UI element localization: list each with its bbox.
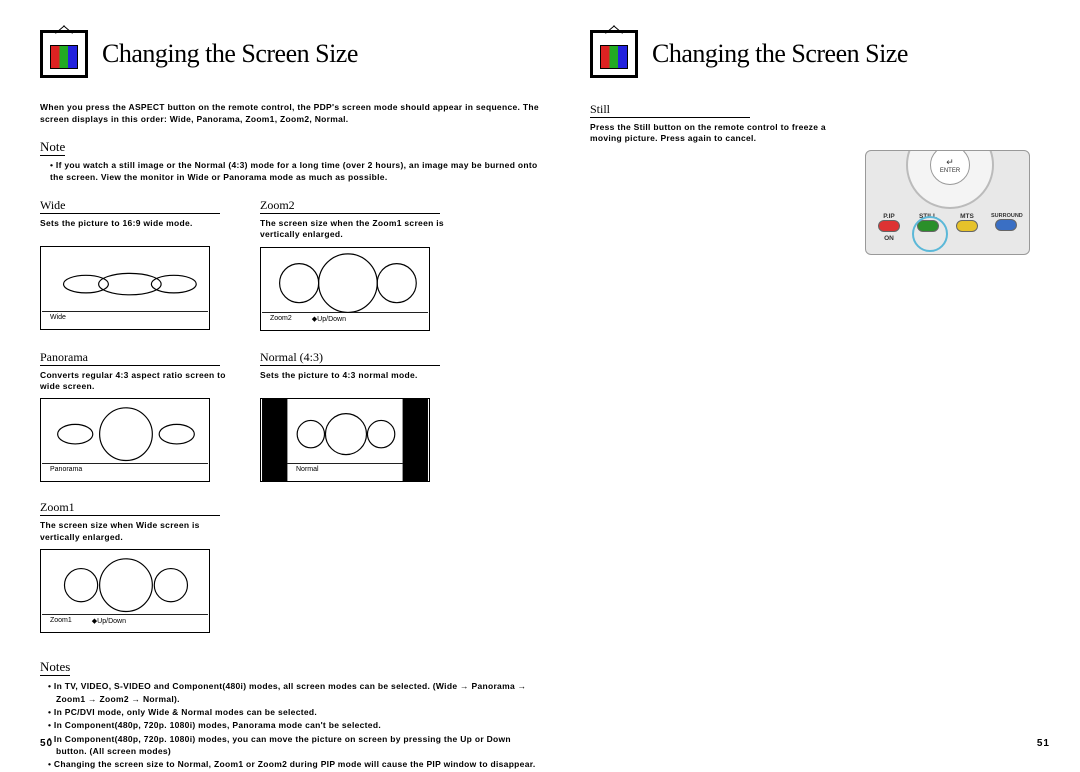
mode-caption: Zoom1 <box>50 617 72 625</box>
page-header: Changing the Screen Size <box>40 30 540 78</box>
page-title-right: Changing the Screen Size <box>652 39 908 69</box>
remote-mts-button: MTS <box>952 213 982 242</box>
still-section: Still Press the Still button on the remo… <box>590 102 1020 145</box>
mode-desc: Sets the picture to 4:3 normal mode. <box>260 370 460 392</box>
remote-illustration: ↵ ENTER P.IP ON STILL MTS <box>865 150 1030 255</box>
mode-title: Zoom2 <box>260 198 440 214</box>
mode-desc: Converts regular 4:3 aspect ratio screen… <box>40 370 240 393</box>
still-desc: Press the Still button on the remote con… <box>590 122 850 145</box>
page-number-left: 50 <box>40 738 53 749</box>
page-title: Changing the Screen Size <box>102 39 358 69</box>
note-item: • In Component(480p, 720p. 1080i) modes,… <box>48 733 540 758</box>
mode-title: Zoom1 <box>40 500 220 516</box>
mode-caption-extra: ◆Up/Down <box>312 315 346 323</box>
notes-section: Notes • In TV, VIDEO, S-VIDEO and Compon… <box>40 658 540 770</box>
mode-caption-extra: ◆Up/Down <box>92 617 126 625</box>
mode-caption: Wide <box>50 314 66 321</box>
mode-desc: The screen size when Wide screen is vert… <box>40 520 240 543</box>
note-item: • In Component(480p, 720p. 1080i) modes,… <box>48 719 540 731</box>
page-header-right: Changing the Screen Size <box>590 30 1020 78</box>
note-body: • If you watch a still image or the Norm… <box>40 160 540 184</box>
mode-panorama: Panorama Converts regular 4:3 aspect rat… <box>40 350 240 495</box>
tv-icon <box>590 30 638 78</box>
mode-title: Wide <box>40 198 220 214</box>
mode-title: Panorama <box>40 350 220 366</box>
mode-normal: Normal (4:3) Sets the picture to 4:3 nor… <box>260 350 460 495</box>
still-title: Still <box>590 102 750 118</box>
mode-zoom1: Zoom1 The screen size when Wide screen i… <box>40 500 240 646</box>
mode-caption: Panorama <box>50 466 82 473</box>
dpad-icon: ↵ ENTER <box>906 150 994 209</box>
remote-pip-button: P.IP ON <box>874 213 904 242</box>
still-highlight-ring <box>912 216 948 252</box>
remote-surround-button: SURROUND <box>991 213 1021 242</box>
mode-caption: Zoom2 <box>270 315 292 323</box>
enter-button: ↵ ENTER <box>930 150 970 185</box>
notes-heading: Notes <box>40 659 70 676</box>
note-heading: Note <box>40 139 65 156</box>
mode-wide: Wide Sets the picture to 16:9 wide mode.… <box>40 198 240 344</box>
intro-text: When you press the ASPECT button on the … <box>40 102 540 126</box>
note-item: • In PC/DVI mode, only Wide & Normal mod… <box>48 706 540 718</box>
note-section: Note • If you watch a still image or the… <box>40 138 540 184</box>
note-item: • In TV, VIDEO, S-VIDEO and Component(48… <box>48 680 540 705</box>
tv-icon <box>40 30 88 78</box>
page-number-right: 51 <box>1037 738 1050 749</box>
mode-caption: Normal <box>296 466 319 473</box>
mode-desc: Sets the picture to 16:9 wide mode. <box>40 218 240 240</box>
note-item: • Changing the screen size to Normal, Zo… <box>48 758 540 770</box>
mode-title: Normal (4:3) <box>260 350 440 366</box>
mode-zoom2: Zoom2 The screen size when the Zoom1 scr… <box>260 198 460 344</box>
mode-desc: The screen size when the Zoom1 screen is… <box>260 218 460 241</box>
